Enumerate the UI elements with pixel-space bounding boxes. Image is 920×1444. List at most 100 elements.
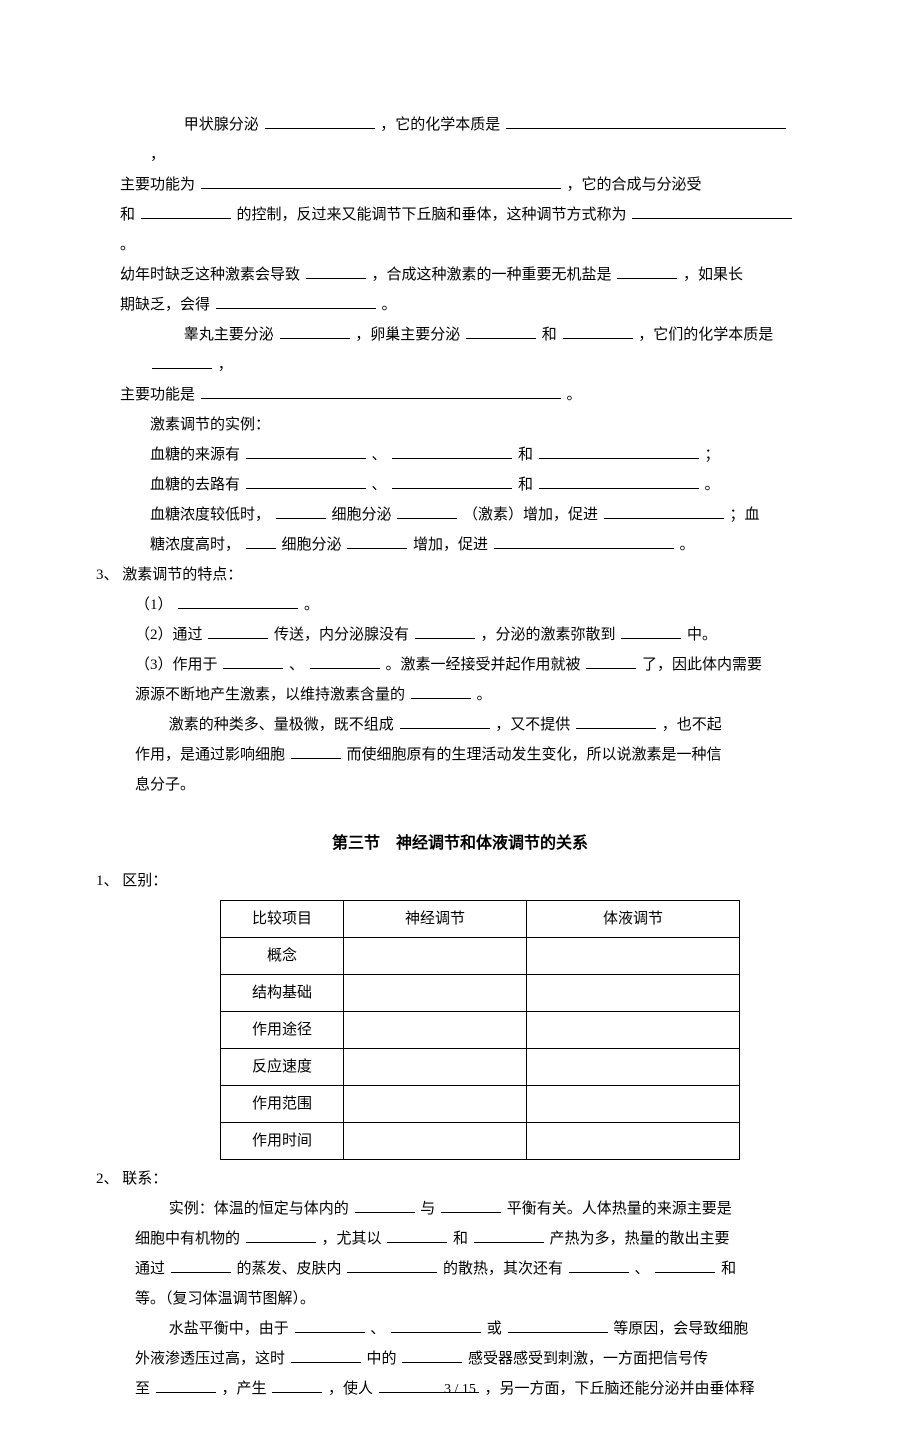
document-page: 甲状腺分泌 ，它的化学本质是 ， 主要功能为 ，它的合成与分泌受 和 的控制，反… <box>0 0 920 1444</box>
table-header-row: 比较项目 神经调节 体液调节 <box>221 901 740 938</box>
text: 细胞分泌 <box>332 507 392 523</box>
blank <box>276 503 326 519</box>
relation-line3: 通过 的蒸发、皮肤内 的散热，其次还有 、 和 <box>120 1254 800 1284</box>
text: 的控制，反过来又能调节下丘脑和垂体，这种调节方式称为 <box>237 207 627 223</box>
text: 增加，促进 <box>413 537 488 553</box>
text: 。 <box>477 687 492 703</box>
text: 血糖的去路有 <box>150 477 240 493</box>
text: 的散热，其次还有 <box>443 1261 563 1277</box>
blank <box>400 713 490 729</box>
text: 等。（复习体温调节图解）。 <box>135 1291 315 1307</box>
text: （激素）增加，促进 <box>463 507 598 523</box>
blank <box>586 653 636 669</box>
text: 细胞分泌 <box>282 537 342 553</box>
list-number: 1、 <box>96 873 119 889</box>
table-row: 概念 <box>221 938 740 975</box>
relation-line1: 实例：体温的恒定与体内的 与 平衡有关。人体热量的来源主要是 <box>120 1194 800 1224</box>
text: ；血 <box>730 507 760 523</box>
text: 、 <box>372 447 387 463</box>
text: 外液渗透压过高，这时 <box>135 1351 285 1367</box>
blank <box>246 473 366 489</box>
text: 息分子。 <box>135 777 195 793</box>
blank <box>402 1347 462 1363</box>
blank <box>265 113 375 129</box>
text: 和 <box>518 477 533 493</box>
text: 。激素一经接受并起作用就被 <box>386 657 581 673</box>
text: ， <box>150 147 165 163</box>
list-number: 3、 <box>96 567 119 583</box>
text: 实例：体温的恒定与体内的 <box>169 1201 349 1217</box>
blank <box>508 1317 608 1333</box>
text: 水盐平衡中，由于 <box>169 1321 289 1337</box>
text: 感受器感受到刺激，一方面把信号传 <box>468 1351 708 1367</box>
text: 激素调节的特点： <box>122 567 242 583</box>
text: ，卵巢主要分泌 <box>355 327 460 343</box>
text: 了，因此体内需要 <box>642 657 762 673</box>
relation-heading: 2、 联系： <box>96 1164 800 1194</box>
blank <box>576 713 656 729</box>
text: 细胞中有机物的 <box>135 1231 240 1247</box>
text: 。 <box>567 387 582 403</box>
table-cell: 作用范围 <box>221 1086 344 1123</box>
section-3-title: 第三节 神经调节和体液调节的关系 <box>120 828 800 860</box>
table-cell <box>527 1123 740 1160</box>
table-header: 体液调节 <box>527 901 740 938</box>
blank <box>347 1257 437 1273</box>
text: 通过 <box>135 1261 165 1277</box>
relation-line5: 水盐平衡中，由于 、 或 等原因，会导致细胞 <box>120 1314 800 1344</box>
text: 、 <box>372 477 387 493</box>
text: 源源不断地产生激素，以维持激素含量的 <box>135 687 405 703</box>
table-cell: 反应速度 <box>221 1049 344 1086</box>
table-cell <box>527 1049 740 1086</box>
text: （1） <box>135 597 173 613</box>
difference-heading: 1、 区别： <box>96 866 800 896</box>
table-cell: 作用时间 <box>221 1123 344 1160</box>
text: 。 <box>680 537 695 553</box>
blank <box>604 503 724 519</box>
blank <box>392 443 512 459</box>
feature-summary-1: 激素的种类多、量极微，既不组成 ，又不提供 ，也不起 <box>120 710 800 740</box>
blank <box>494 533 674 549</box>
blank <box>415 623 475 639</box>
blank <box>208 623 268 639</box>
blank <box>563 323 633 339</box>
blank <box>392 473 512 489</box>
table-row: 反应速度 <box>221 1049 740 1086</box>
thyroid-paragraph: 甲状腺分泌 ，它的化学本质是 ， <box>120 110 800 170</box>
blank <box>280 323 350 339</box>
text: 主要功能为 <box>120 177 195 193</box>
text: ，尤其以 <box>322 1231 382 1247</box>
relation-line6: 外液渗透压过高，这时 中的 感受器感受到刺激，一方面把信号传 <box>120 1344 800 1374</box>
text: 平衡有关。人体热量的来源主要是 <box>507 1201 732 1217</box>
text: 期缺乏，会得 <box>120 297 210 313</box>
table-cell <box>344 975 527 1012</box>
blank <box>466 323 536 339</box>
blank <box>539 473 699 489</box>
blank <box>223 653 283 669</box>
text: ，它的合成与分泌受 <box>567 177 702 193</box>
text: 作用，是通过影响细胞 <box>135 747 285 763</box>
blank <box>310 653 380 669</box>
table-cell <box>344 1086 527 1123</box>
text: ，分泌的激素弥散到 <box>481 627 616 643</box>
text: （2）通过 <box>135 627 203 643</box>
example-line4: 糖浓度高时， 细胞分泌 增加，促进 。 <box>120 530 800 560</box>
text: 。 <box>120 237 135 253</box>
text: 等原因，会导致细胞 <box>613 1321 748 1337</box>
blank <box>216 293 376 309</box>
text: 和 <box>120 207 135 223</box>
table-cell <box>527 938 740 975</box>
text: ， <box>218 357 233 373</box>
thyroid-paragraph-line3: 和 的控制，反过来又能调节下丘脑和垂体，这种调节方式称为 。 <box>120 200 800 260</box>
text: 产热为多，热量的散出主要 <box>550 1231 730 1247</box>
text: ，也不起 <box>662 717 722 733</box>
table-header: 比较项目 <box>221 901 344 938</box>
blank <box>141 203 231 219</box>
example-line1: 血糖的来源有 、 和 ； <box>120 440 800 470</box>
page-footer: 3 / 15 <box>0 1376 920 1404</box>
text: 中。 <box>687 627 717 643</box>
example-line2: 血糖的去路有 、 和 。 <box>120 470 800 500</box>
table-row: 作用范围 <box>221 1086 740 1123</box>
table-cell <box>344 938 527 975</box>
blank <box>506 113 786 129</box>
